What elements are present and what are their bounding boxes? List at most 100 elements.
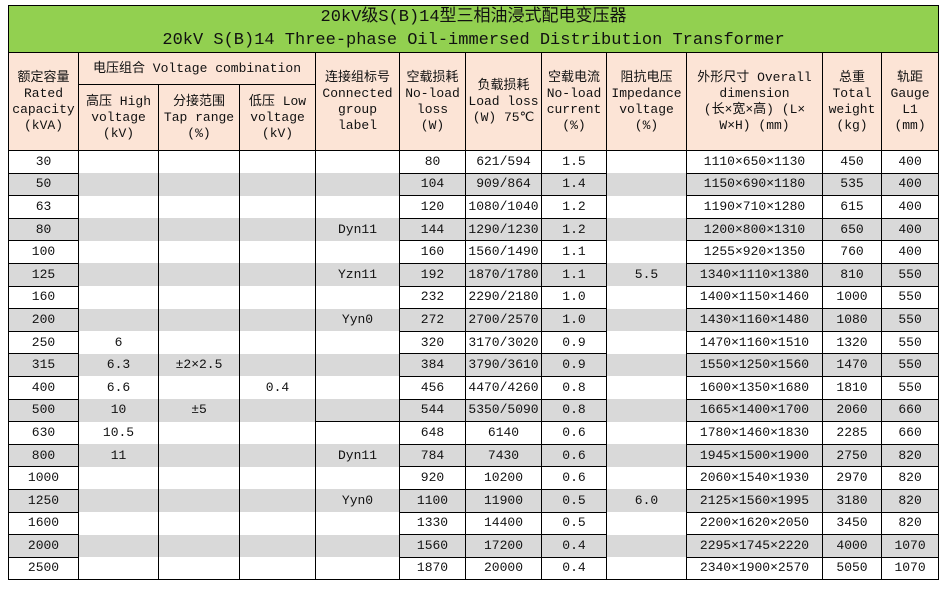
cell-impedance <box>606 376 687 400</box>
cell-hv <box>78 173 159 196</box>
cell-lv <box>239 512 316 535</box>
header-line: 轨距 <box>897 69 924 85</box>
header-line: (%) <box>187 125 211 141</box>
header-line: voltage <box>619 101 674 117</box>
header-line: 分接范围 <box>172 93 225 109</box>
cell-weight: 5050 <box>822 556 882 581</box>
cell-noload: 784 <box>399 443 466 468</box>
header-line: No-load <box>405 85 460 101</box>
cell-weight: 650 <box>822 217 882 242</box>
table-row: 315 6.3 ±2×2.5 384 3790/3610 0.9 1550×1250×156… <box>8 353 940 377</box>
cell-group: Dyn11 <box>315 444 400 467</box>
transformer-spec-table: 20kV级S(B)14型三相油浸式配电变压器 20kV S(B)14 Three… <box>7 5 940 581</box>
cell-hv: 10.5 <box>78 421 159 445</box>
cell-group <box>315 150 400 174</box>
cell-group <box>315 195 400 219</box>
header-line: (长×宽×高) (L× <box>703 101 806 117</box>
cell-group <box>315 399 400 423</box>
header-line: 低压 Low <box>248 93 307 109</box>
header-dimension: 外形尺寸 Overall dimension (长×宽×高) (L× W×H) (mm… <box>686 52 823 151</box>
cell-current: 0.4 <box>541 556 607 581</box>
header-line: capacity <box>12 101 75 117</box>
cell-dimension: 1400×1150×1460 <box>686 285 823 310</box>
cell-load: 10200 <box>465 466 542 490</box>
cell-group: Yyn0 <box>315 308 400 332</box>
cell-lv <box>239 466 316 490</box>
header-line: voltage <box>91 109 146 125</box>
cell-hv <box>78 150 159 174</box>
cell-tap: ±5 <box>158 399 240 422</box>
header-noload-loss: 空载损耗 No-load loss (W) <box>399 52 466 151</box>
cell-tap <box>158 557 240 581</box>
cell-lv <box>239 218 316 241</box>
header-impedance: 阻抗电压 Impedance voltage (%) <box>606 52 687 151</box>
cell-tap <box>158 489 240 512</box>
cell-capacity: 1250 <box>8 488 79 513</box>
cell-lv <box>239 150 316 174</box>
header-line: current <box>546 101 602 117</box>
cell-load: 5350/5090 <box>465 398 542 423</box>
cell-weight: 2060 <box>822 398 882 423</box>
cell-noload: 456 <box>399 375 466 400</box>
cell-tap <box>158 421 240 445</box>
cell-weight: 810 <box>822 262 882 287</box>
cell-hv <box>78 557 159 581</box>
cell-impedance <box>606 534 687 558</box>
cell-gauge: 550 <box>880 262 940 287</box>
cell-lv <box>239 263 316 287</box>
header-group: 连接组标号 Connected group label <box>315 52 400 151</box>
cell-weight: 760 <box>822 240 882 264</box>
cell-current: 1.2 <box>541 195 607 219</box>
cell-hv <box>78 195 159 219</box>
cell-group <box>315 534 400 558</box>
cell-impedance <box>606 353 687 377</box>
cell-dimension: 2200×1620×2050 <box>686 511 823 536</box>
cell-load: 3790/3610 <box>465 353 542 377</box>
cell-group <box>315 512 400 535</box>
header-noload-current: 空载电流 No-load current (%) <box>541 52 607 151</box>
cell-tap <box>158 308 240 332</box>
cell-impedance <box>606 512 687 535</box>
cell-load: 7430 <box>465 443 542 468</box>
cell-tap <box>158 376 240 400</box>
cell-impedance <box>606 195 687 219</box>
table-row: 1600 1330 14400 0.5 2200×1620×2050 3450 820 <box>8 511 940 536</box>
cell-capacity: 125 <box>8 262 79 287</box>
cell-lv <box>239 489 316 512</box>
cell-gauge: 660 <box>880 398 940 423</box>
cell-weight: 1320 <box>822 330 882 355</box>
cell-capacity: 160 <box>8 285 79 310</box>
cell-group: Dyn11 <box>315 218 400 241</box>
table-row: 200 Yyn0 272 2700/2570 1.0 1430×1160×1480 1080… <box>8 308 940 332</box>
cell-dimension: 1665×1400×1700 <box>686 398 823 423</box>
table-row: 160 232 2290/2180 1.0 1400×1150×1460 1000 550 <box>8 285 940 310</box>
cell-lv <box>239 240 316 264</box>
cell-capacity: 630 <box>8 421 79 445</box>
cell-hv <box>78 218 159 241</box>
cell-current: 0.9 <box>541 353 607 377</box>
cell-current: 0.5 <box>541 488 607 513</box>
header-line: voltage <box>250 109 305 125</box>
cell-gauge: 1070 <box>880 534 940 558</box>
cell-group <box>315 376 400 400</box>
table-row: 400 6.6 0.4 456 4470/4260 0.8 1600×1350×1680 18… <box>8 375 940 400</box>
cell-load: 909/864 <box>465 172 542 197</box>
cell-hv: 6.3 <box>78 353 159 377</box>
cell-impedance <box>606 399 687 422</box>
cell-weight: 615 <box>822 195 882 219</box>
cell-dimension: 1430×1160×1480 <box>686 308 823 332</box>
cell-lv <box>239 399 316 422</box>
cell-current: 0.8 <box>541 375 607 400</box>
header-line: dimension <box>719 85 790 101</box>
cell-dimension: 1340×1110×1380 <box>686 262 823 287</box>
cell-lv <box>239 195 316 219</box>
cell-tap <box>158 263 240 287</box>
cell-group <box>315 466 400 490</box>
cell-impedance: 5.5 <box>606 263 687 287</box>
header-line: loss <box>416 101 449 117</box>
cell-capacity: 63 <box>8 195 79 219</box>
cell-current: 0.9 <box>541 330 607 355</box>
header-line: (mm) <box>894 117 926 133</box>
cell-tap <box>158 240 240 264</box>
cell-tap <box>158 331 240 354</box>
